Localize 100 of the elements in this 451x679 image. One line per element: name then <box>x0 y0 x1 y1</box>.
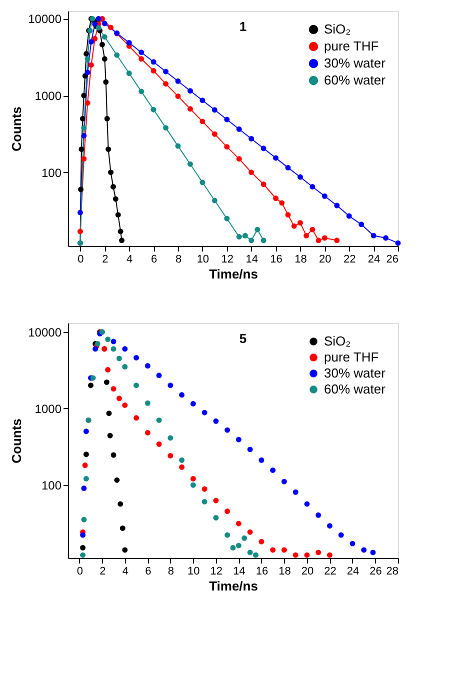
point <box>150 59 156 65</box>
x-tick-label: 26 <box>370 566 382 578</box>
point <box>110 386 116 392</box>
point <box>102 34 108 40</box>
point <box>81 125 87 131</box>
y-tick-label: 10000 <box>28 325 62 340</box>
point <box>187 88 193 94</box>
point <box>242 535 248 541</box>
point <box>350 540 356 546</box>
point <box>230 544 236 550</box>
point <box>84 100 90 106</box>
point <box>77 210 83 216</box>
point <box>236 542 242 548</box>
point <box>316 238 322 244</box>
point <box>212 107 218 113</box>
point <box>144 363 150 369</box>
point <box>358 222 364 228</box>
legend-label: SiO₂ <box>324 334 351 348</box>
point <box>310 226 316 232</box>
point <box>248 170 254 176</box>
point <box>83 476 89 482</box>
point <box>107 432 113 438</box>
point <box>83 428 89 434</box>
point <box>99 42 105 48</box>
x-tick-label: 2 <box>102 254 108 266</box>
point <box>224 216 230 222</box>
legend-label: 30% water <box>324 366 386 380</box>
point <box>80 116 86 122</box>
point <box>224 508 230 514</box>
point <box>168 435 174 441</box>
point <box>258 538 264 544</box>
point <box>163 125 169 131</box>
point <box>103 79 109 85</box>
x-tick-label: 14 <box>246 254 258 266</box>
point <box>224 427 230 433</box>
point <box>304 501 310 507</box>
x-tick-label: 16 <box>256 566 268 578</box>
point <box>260 146 266 152</box>
point <box>115 212 121 218</box>
point <box>156 417 162 423</box>
point <box>346 213 352 219</box>
point <box>106 410 112 416</box>
point <box>273 155 279 161</box>
x-tick-label: 18 <box>294 254 307 266</box>
point <box>114 52 120 58</box>
x-tick-label: 10 <box>188 566 200 578</box>
point <box>310 184 316 190</box>
point <box>122 547 128 553</box>
point <box>179 392 185 398</box>
point <box>281 478 287 484</box>
y-tick-label: 1000 <box>34 89 62 104</box>
point <box>370 232 376 238</box>
point <box>213 418 219 424</box>
point <box>168 382 174 388</box>
point <box>224 116 230 122</box>
point <box>258 457 264 463</box>
point <box>84 51 90 56</box>
point <box>316 550 322 556</box>
point <box>156 372 162 378</box>
y-axis-title: Counts <box>9 418 24 464</box>
x-tick-label: 26 <box>386 254 398 266</box>
point <box>285 212 291 218</box>
point <box>212 131 218 137</box>
x-tick-label: 14 <box>233 566 246 578</box>
y-tick-label: 10000 <box>28 12 62 26</box>
x-tick-label: 0 <box>78 254 84 266</box>
point <box>138 50 144 56</box>
annotation: 1 <box>239 19 247 34</box>
point <box>96 16 102 22</box>
point <box>260 182 266 187</box>
point <box>81 132 87 138</box>
point <box>134 415 140 421</box>
x-tick-label: 28 <box>386 566 398 578</box>
point <box>190 476 196 482</box>
point <box>163 68 169 74</box>
x-tick-label: 18 <box>278 566 291 578</box>
point <box>110 452 116 458</box>
point <box>84 56 90 62</box>
x-tick-label: 22 <box>343 254 356 266</box>
point <box>119 238 125 244</box>
annotation: 5 <box>239 331 247 346</box>
legend-label: pure THF <box>324 350 379 364</box>
legend-label: pure THF <box>324 38 379 54</box>
point <box>83 452 89 458</box>
point <box>112 196 118 202</box>
legend-label: 60% water <box>324 382 386 396</box>
point <box>292 489 298 495</box>
y-tick-label: 1000 <box>34 402 62 416</box>
legend-label: SiO₂ <box>324 22 351 36</box>
point <box>224 532 230 538</box>
point <box>273 196 279 201</box>
point <box>200 98 206 104</box>
x-tick-label: 2 <box>100 566 106 578</box>
x-tick-label: 8 <box>175 254 182 266</box>
point <box>138 88 144 94</box>
point <box>395 240 401 246</box>
point <box>190 400 196 406</box>
point <box>281 547 287 553</box>
point <box>126 70 132 76</box>
point <box>108 24 114 30</box>
